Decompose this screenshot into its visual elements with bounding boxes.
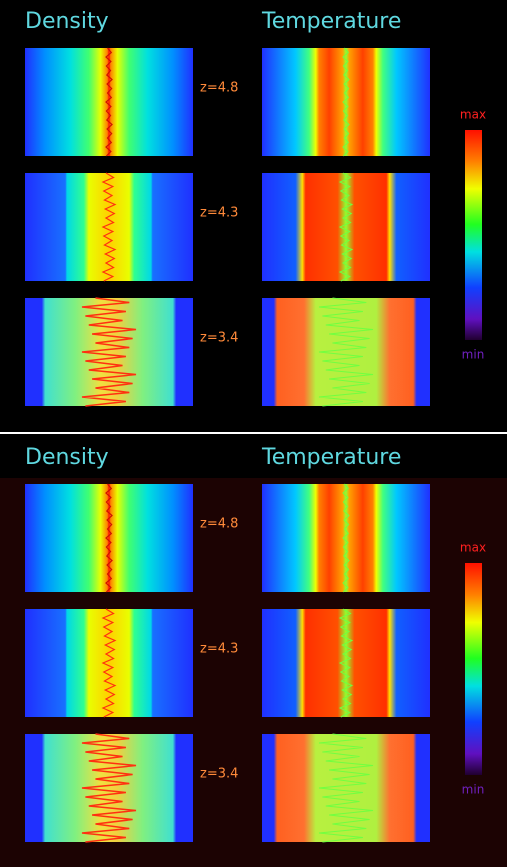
density-filament (81, 733, 137, 843)
colorbar-max: max (460, 541, 486, 555)
density-map (25, 734, 193, 842)
density-filament (101, 172, 117, 282)
temperature-filament (342, 483, 350, 593)
temperature-title: Temperature (261, 445, 401, 470)
temperature-map (262, 48, 430, 156)
temperature-filament (338, 172, 354, 282)
colorbar-min: min (462, 348, 485, 362)
temperature-title: Temperature (261, 9, 401, 34)
density-title: Density (25, 9, 109, 34)
temperature-filament (342, 47, 350, 157)
temperature-filament (338, 608, 354, 718)
density-filament (105, 47, 113, 157)
density-filament (105, 483, 113, 593)
redshift-label: z=4.8 (200, 517, 238, 532)
redshift-label: z=4.8 (200, 81, 238, 96)
temperature-filament (318, 733, 374, 843)
colorbar (465, 130, 482, 340)
density-map (25, 484, 193, 592)
density-filament (81, 297, 137, 407)
temperature-map (262, 484, 430, 592)
density-title: Density (25, 445, 109, 470)
divider (0, 432, 507, 434)
colorbar-min: min (462, 783, 485, 797)
temperature-map (262, 609, 430, 717)
temperature-filament (318, 297, 374, 407)
redshift-label: z=3.4 (200, 331, 238, 346)
temperature-map (262, 298, 430, 406)
density-filament (101, 608, 117, 718)
temperature-map (262, 734, 430, 842)
density-map (25, 48, 193, 156)
density-map (25, 298, 193, 406)
redshift-label: z=4.3 (200, 642, 238, 657)
colorbar (465, 563, 482, 775)
density-map (25, 609, 193, 717)
temperature-map (262, 173, 430, 281)
colorbar-max: max (460, 108, 486, 122)
density-map (25, 173, 193, 281)
redshift-label: z=3.4 (200, 767, 238, 782)
redshift-label: z=4.3 (200, 206, 238, 221)
